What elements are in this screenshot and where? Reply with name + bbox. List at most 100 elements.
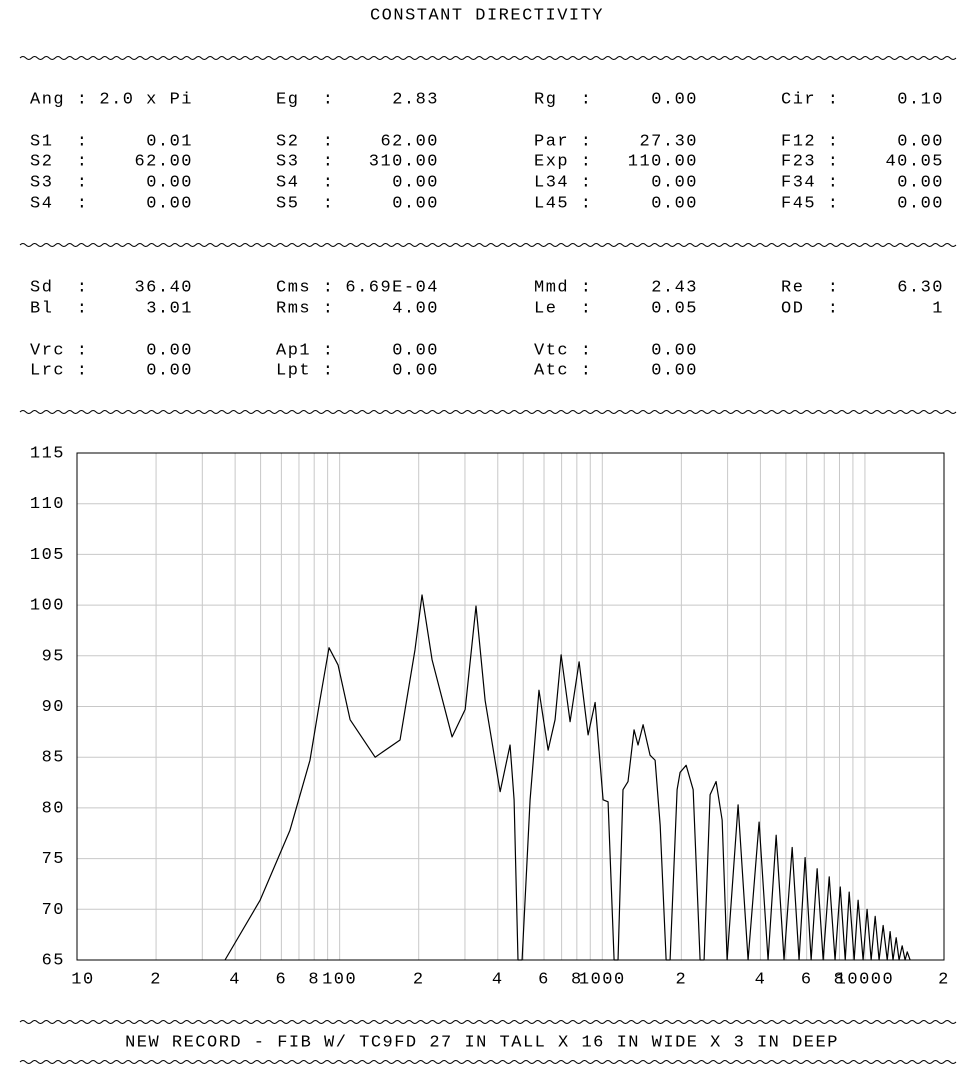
param-value: 0.00 (392, 173, 439, 192)
param-label: S4 : (276, 173, 335, 192)
x-tick-label: 2 (413, 970, 425, 989)
param-value: 0.05 (651, 299, 698, 318)
param-value: 0.01 (146, 132, 193, 151)
param-value: 0.10 (897, 90, 944, 109)
param-label: Rg : (534, 90, 593, 109)
param-value: 0.00 (146, 341, 193, 360)
param-label: S3 : (276, 152, 335, 171)
param-label: F23 : (781, 152, 840, 171)
x-tick-label: 4 (755, 970, 767, 989)
param-value: 3.01 (146, 299, 193, 318)
param-label: Lrc : (30, 361, 89, 380)
y-tick-label: 90 (42, 698, 65, 717)
param-value: 40.05 (885, 152, 944, 171)
param-value: 0.00 (392, 361, 439, 380)
x-tick-label: 4 (492, 970, 504, 989)
param-value: 6.30 (897, 278, 944, 297)
param-value: 0.00 (146, 194, 193, 213)
param-value: 2.43 (651, 278, 698, 297)
x-tick-label: 1000 (579, 970, 626, 989)
param-label: Vrc : (30, 341, 89, 360)
x-tick-label: 4 (229, 970, 241, 989)
param-value: 36.40 (134, 278, 193, 297)
y-tick-label: 70 (42, 901, 65, 920)
y-tick-label: 105 (30, 546, 65, 565)
param-label: Mmd : (534, 278, 593, 297)
x-tick-label: 8 (834, 970, 846, 989)
response-curve (224, 594, 911, 961)
x-tick-label: 8 (308, 970, 320, 989)
param-value: 1 (932, 299, 944, 318)
separator (19, 410, 957, 414)
y-tick-label: 80 (42, 799, 65, 818)
x-tick-label: 6 (538, 970, 550, 989)
param-label: F45 : (781, 194, 840, 213)
y-tick-label: 95 (42, 647, 65, 666)
param-value: 0.00 (897, 173, 944, 192)
x-tick-label: 2 (150, 970, 162, 989)
footer: NEW RECORD - FIB W/ TC9FD 27 IN TALL X 1… (125, 1033, 839, 1052)
separator (19, 1060, 957, 1064)
param-value: 0.00 (651, 90, 698, 109)
param-value: 0.00 (146, 173, 193, 192)
param-value: 62.00 (380, 132, 439, 151)
param-label: Par : (534, 132, 593, 151)
param-label: OD : (781, 299, 840, 318)
param-value: 27.30 (639, 132, 698, 151)
y-tick-label: 75 (42, 850, 65, 869)
param-label: Lpt : (276, 361, 335, 380)
separator (19, 56, 957, 60)
param-label: Atc : (534, 361, 593, 380)
param-label: Re : (781, 278, 840, 297)
param-label: S2 : (276, 132, 335, 151)
param-label: S2 : (30, 152, 89, 171)
param-label: Le : (534, 299, 593, 318)
x-tick-label: 6 (801, 970, 813, 989)
param-label: F34 : (781, 173, 840, 192)
separator (19, 243, 957, 247)
param-label: Sd : (30, 278, 89, 297)
x-tick-label: 6 (276, 970, 288, 989)
param-value: 0.00 (897, 194, 944, 213)
separator (19, 1020, 957, 1024)
x-tick-label: 10 (71, 970, 94, 989)
x-tick-label: 100 (322, 970, 357, 989)
param-label: Exp : (534, 152, 593, 171)
x-tick-label: 2 (938, 970, 950, 989)
param-value: 0.00 (651, 194, 698, 213)
param-value: 0.00 (897, 132, 944, 151)
param-label: Rms : (276, 299, 335, 318)
param-value: 0.00 (392, 194, 439, 213)
param-label: Cms : (276, 278, 335, 297)
param-label: F12 : (781, 132, 840, 151)
param-value: 4.00 (392, 299, 439, 318)
y-tick-label: 100 (30, 597, 65, 616)
param-value: 2.83 (392, 90, 439, 109)
param-value: 0.00 (392, 341, 439, 360)
param-value: 0.00 (146, 361, 193, 380)
x-tick-label: 10000 (836, 970, 895, 989)
param-value: 0.00 (651, 361, 698, 380)
param-value: 6.69E-04 (345, 278, 439, 297)
page-title: CONSTANT DIRECTIVITY (370, 6, 604, 25)
param-value: 0.00 (651, 173, 698, 192)
x-tick-label: 8 (571, 970, 583, 989)
x-tick-label: 2 (676, 970, 688, 989)
y-tick-label: 85 (42, 749, 65, 768)
param-label: Eg : (276, 90, 335, 109)
param-label: Vtc : (534, 341, 593, 360)
y-tick-label: 65 (42, 951, 65, 970)
param-label: Ap1 : (276, 341, 335, 360)
param-value: 110.00 (628, 152, 698, 171)
param-label: S1 : (30, 132, 89, 151)
y-tick-label: 110 (30, 495, 65, 514)
plot-frame (76, 452, 945, 961)
param-value: 2.0 x Pi (99, 90, 193, 109)
param-label: Ang : (30, 90, 89, 109)
param-label: S5 : (276, 194, 335, 213)
param-label: L45 : (534, 194, 593, 213)
param-label: Bl : (30, 299, 89, 318)
param-label: Cir : (781, 90, 840, 109)
